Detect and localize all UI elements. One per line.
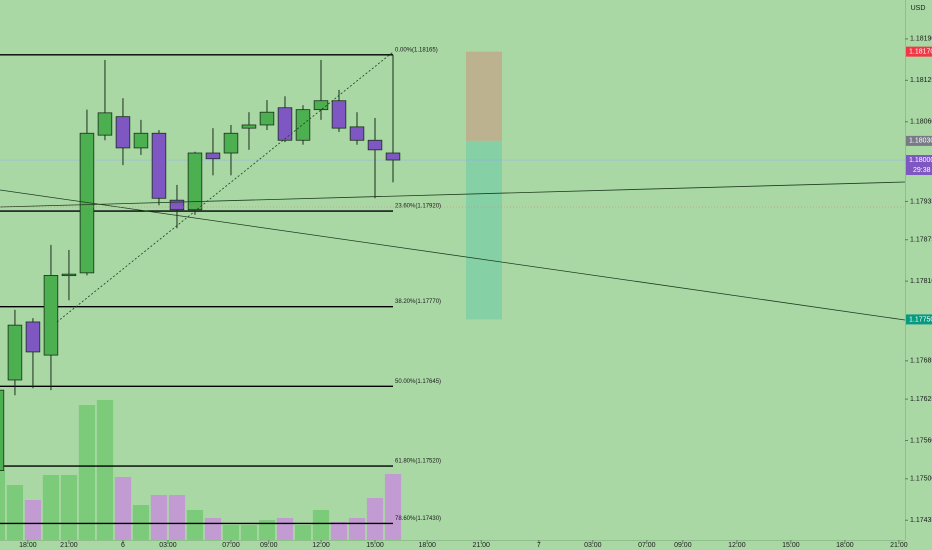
y-tick-label: 1.17560	[910, 437, 932, 444]
price-label-box	[906, 314, 932, 325]
volume-bar	[384, 474, 402, 540]
y-tick-label: 1.17435	[910, 517, 932, 524]
volume-bar	[132, 505, 150, 540]
x-tick-label: 03:00	[584, 542, 602, 549]
candle-body	[295, 109, 311, 141]
candle-body	[0, 389, 5, 471]
fib-label: 0.00%(1.18165)	[395, 47, 438, 53]
currency-label: USD	[911, 5, 926, 12]
volume-bar	[96, 400, 114, 540]
countdown-box	[906, 165, 932, 176]
price-label: 1.17750	[909, 316, 932, 323]
candle-body	[349, 126, 365, 141]
x-tick-label: 21:00	[60, 542, 78, 549]
candle-body	[367, 139, 383, 151]
y-tick-label: 1.17500	[910, 476, 932, 483]
y-tick-label: 1.17685	[910, 358, 932, 365]
price-label-box	[906, 46, 932, 57]
volume-bar	[42, 475, 60, 540]
y-tick-label: 1.17625	[910, 396, 932, 403]
x-tick-label: 09:00	[260, 542, 278, 549]
volume-bar	[366, 498, 384, 540]
y-tick-label: 1.18125	[910, 77, 932, 84]
volume-bar	[114, 477, 132, 540]
x-tick-label: 15:00	[782, 542, 800, 549]
fib-label: 38.20%(1.17770)	[395, 299, 441, 305]
price-label: 1.18170	[909, 48, 932, 55]
volume-bar	[0, 470, 6, 540]
volume-bar	[186, 510, 204, 540]
volume-bar	[78, 405, 96, 540]
fib-label: 78.60%(1.17430)	[395, 516, 441, 522]
volume-bar	[24, 500, 42, 540]
candle-body	[79, 132, 95, 274]
candle-body	[223, 132, 239, 154]
price-label: 1.18000	[909, 157, 932, 164]
position-risk	[466, 51, 502, 141]
candle-body	[169, 199, 185, 211]
volume-bar	[330, 522, 348, 540]
y-tick-label: 1.17935	[910, 198, 932, 205]
x-tick-label: 21:00	[472, 542, 490, 549]
x-tick-label: 6	[121, 542, 125, 549]
candle-body	[331, 100, 347, 129]
candle-body	[277, 107, 293, 141]
volume-bar	[222, 525, 240, 540]
volume-bar	[168, 495, 186, 540]
x-tick-label: 15:00	[366, 542, 384, 549]
trend-line	[0, 181, 906, 208]
trend-line	[0, 189, 906, 321]
candle-body	[25, 321, 41, 353]
candle-body	[385, 152, 401, 161]
price-label: 1.18030	[909, 138, 932, 145]
candle-body	[313, 100, 329, 111]
volume-bar	[204, 518, 222, 540]
x-tick-label: 03:00	[159, 542, 177, 549]
candle-body	[7, 324, 23, 381]
candle-body	[241, 124, 257, 129]
countdown: 29:38	[913, 167, 931, 174]
fib-label: 50.00%(1.17645)	[395, 379, 441, 385]
candle-body	[151, 132, 167, 199]
price-label-box	[906, 135, 932, 146]
x-tick-label: 7	[537, 542, 541, 549]
y-tick-label: 1.17875	[910, 237, 932, 244]
candle-body	[61, 273, 77, 277]
candle-body	[43, 275, 59, 356]
volume-bar	[6, 485, 24, 540]
candle-body	[133, 132, 149, 149]
y-tick-label: 1.18060	[910, 119, 932, 126]
volume-bar	[312, 510, 330, 540]
fib-label: 61.80%(1.17520)	[395, 459, 441, 465]
volume-bar	[348, 518, 366, 540]
candle-body	[205, 152, 221, 160]
x-tick-label: 18:00	[19, 542, 37, 549]
candle-body	[115, 116, 131, 149]
x-tick-label: 07:00	[638, 542, 656, 549]
x-tick-label: 12:00	[312, 542, 330, 549]
x-tick-label: 07:00	[222, 542, 240, 549]
volume-bar	[294, 525, 312, 540]
volume-bar	[258, 520, 276, 540]
volume-bar	[240, 525, 258, 540]
x-tick-label: 18:00	[418, 542, 436, 549]
candle-body	[187, 152, 203, 211]
x-tick-label: 18:00	[836, 542, 854, 549]
x-tick-label: 12:00	[728, 542, 746, 549]
y-tick-label: 1.17810	[910, 278, 932, 285]
candle-body	[259, 111, 275, 126]
x-tick-label: 21:00	[890, 542, 908, 549]
position-reward	[466, 140, 502, 320]
fib-label: 23.60%(1.17920)	[395, 204, 441, 210]
volume-bar	[276, 518, 294, 540]
volume-bar	[60, 475, 78, 540]
price-label-box	[906, 155, 932, 166]
y-tick-label: 1.18190	[910, 36, 932, 43]
candle-body	[97, 112, 113, 136]
x-tick-label: 09:00	[674, 542, 692, 549]
volume-bar	[150, 495, 168, 540]
